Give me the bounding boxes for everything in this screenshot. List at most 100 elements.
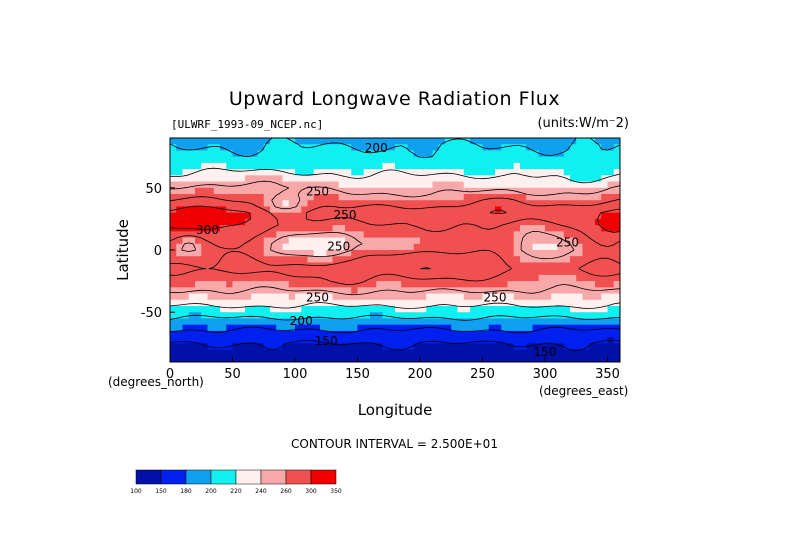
- heatmap-cell: [532, 162, 540, 170]
- heatmap-cell: [232, 162, 240, 170]
- heatmap-cell: [576, 299, 583, 307]
- heatmap-cell: [195, 144, 202, 151]
- heatmap-cell: [195, 206, 202, 214]
- heatmap-cell: [463, 144, 471, 151]
- heatmap-cell: [195, 250, 202, 257]
- heatmap-cell: [176, 318, 183, 326]
- heatmap-cell: [463, 281, 471, 288]
- heatmap-cell: [245, 243, 252, 251]
- heatmap-cell: [507, 212, 515, 220]
- heatmap-cell: [501, 237, 508, 245]
- heatmap-cell: [213, 231, 221, 239]
- heatmap-cell: [213, 349, 221, 357]
- heatmap-cell: [401, 225, 408, 232]
- heatmap-cell: [407, 262, 415, 270]
- heatmap-cell: [351, 318, 358, 326]
- heatmap-cell: [563, 206, 571, 214]
- heatmap-cell: [270, 293, 277, 301]
- heatmap-cell: [395, 200, 402, 207]
- heatmap-cell: [395, 250, 402, 257]
- heatmap-cell: [357, 225, 365, 232]
- heatmap-cell: [576, 194, 583, 201]
- heatmap-cell: [326, 243, 333, 251]
- heatmap-cell: [288, 225, 296, 232]
- heatmap-cell: [363, 194, 371, 201]
- heatmap-cell: [513, 138, 521, 145]
- heatmap-cell: [545, 212, 552, 220]
- heatmap-cell: [245, 206, 252, 214]
- heatmap-cell: [195, 200, 202, 207]
- heatmap-cell: [313, 175, 321, 183]
- heatmap-cell: [288, 200, 296, 207]
- heatmap-cell: [282, 250, 290, 257]
- heatmap-cell: [576, 237, 583, 245]
- heatmap-cell: [501, 181, 508, 189]
- heatmap-cell: [513, 324, 521, 332]
- heatmap-cell: [320, 318, 327, 326]
- heatmap-cell: [295, 206, 302, 214]
- heatmap-cell: [513, 306, 521, 313]
- colorbar-tick-label: 260: [280, 488, 292, 495]
- heatmap-cell: [282, 330, 290, 338]
- heatmap-cell: [488, 218, 496, 226]
- heatmap-cell: [513, 181, 521, 189]
- heatmap-cell: [482, 206, 490, 214]
- heatmap-cell: [520, 150, 527, 158]
- heatmap-cell: [251, 150, 258, 158]
- heatmap-cell: [232, 194, 240, 201]
- heatmap-cell: [482, 218, 490, 226]
- heatmap-cell: [507, 175, 515, 183]
- heatmap-cell: [532, 293, 540, 301]
- heatmap-cell: [476, 343, 483, 351]
- heatmap-cell: [407, 187, 415, 195]
- heatmap-cell: [201, 206, 208, 214]
- heatmap-cell: [288, 150, 296, 158]
- heatmap-cell: [395, 274, 402, 282]
- heatmap-cell: [301, 312, 308, 319]
- x-axis-title: Longitude: [358, 401, 433, 419]
- heatmap-cell: [526, 169, 533, 176]
- heatmap-cell: [513, 175, 521, 183]
- heatmap-cell: [307, 293, 315, 301]
- heatmap-cell: [588, 162, 596, 170]
- heatmap-cell: [395, 268, 402, 276]
- heatmap-cell: [170, 187, 177, 195]
- heatmap-cell: [207, 281, 215, 288]
- heatmap-cell: [426, 156, 433, 164]
- heatmap-cell: [370, 138, 377, 145]
- heatmap-cell: [438, 355, 446, 362]
- heatmap-cell: [326, 330, 333, 338]
- heatmap-cell: [357, 293, 365, 301]
- heatmap-cell: [288, 318, 296, 326]
- heatmap-cell: [207, 256, 215, 263]
- heatmap-cell: [576, 262, 583, 270]
- heatmap-cell: [176, 262, 183, 270]
- heatmap-cell: [232, 312, 240, 319]
- heatmap-cell: [576, 181, 583, 189]
- heatmap-cell: [445, 243, 452, 251]
- heatmap-cell: [457, 256, 465, 263]
- heatmap-cell: [570, 355, 577, 362]
- heatmap-cell: [438, 225, 446, 232]
- heatmap-cell: [470, 225, 477, 232]
- heatmap-cell: [176, 330, 183, 338]
- heatmap-cell: [382, 169, 390, 176]
- heatmap-cell: [345, 312, 352, 319]
- heatmap-cell: [376, 337, 383, 344]
- heatmap-cell: [363, 144, 371, 151]
- heatmap-cell: [295, 262, 302, 270]
- heatmap-cell: [470, 306, 477, 313]
- heatmap-cell: [332, 150, 340, 158]
- heatmap-cell: [188, 256, 196, 263]
- heatmap-cell: [263, 324, 271, 332]
- heatmap-cell: [501, 343, 508, 351]
- heatmap-cell: [370, 324, 377, 332]
- heatmap-cell: [195, 175, 202, 183]
- heatmap-cell: [451, 274, 458, 282]
- heatmap-cell: [563, 355, 571, 362]
- heatmap-cell: [276, 144, 283, 151]
- heatmap-cell: [338, 306, 346, 313]
- heatmap-cell: [307, 355, 315, 362]
- heatmap-cell: [313, 330, 321, 338]
- heatmap-cell: [338, 274, 346, 282]
